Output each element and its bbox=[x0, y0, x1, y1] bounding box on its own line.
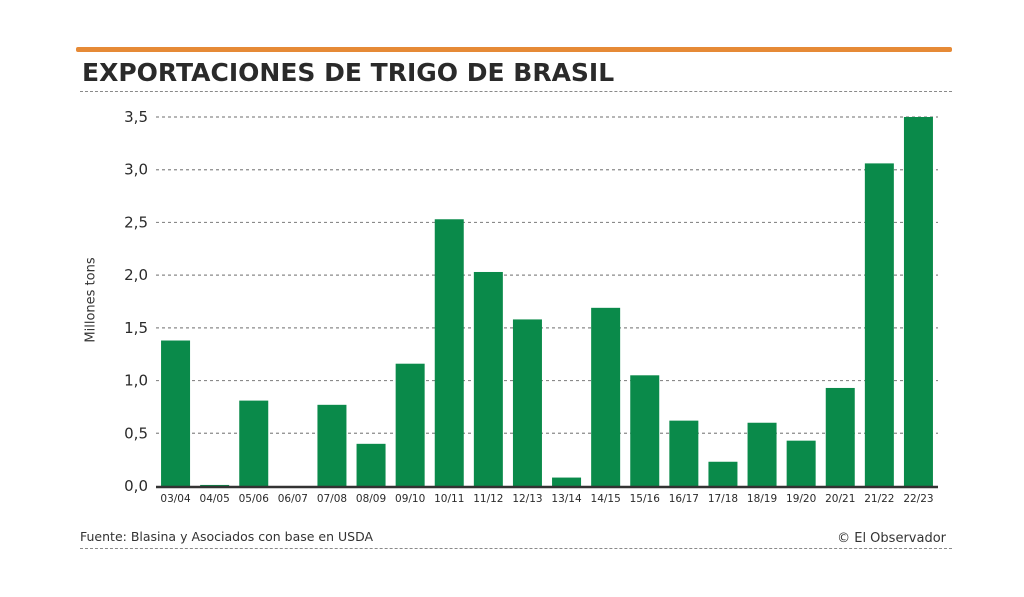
gridlines bbox=[156, 116, 938, 434]
y-tick-labels: 0,0 0,5 1,0 1,5 2,0 2,5 3,0 3,5 bbox=[124, 108, 148, 495]
bar-16-17 bbox=[669, 420, 699, 486]
x-tick-label: 20/21 bbox=[825, 493, 855, 505]
title-divider bbox=[80, 91, 952, 92]
bar-05-06 bbox=[239, 400, 269, 486]
bar-04-05 bbox=[200, 484, 230, 486]
bar-15-16 bbox=[630, 375, 660, 486]
x-tick-label: 17/18 bbox=[708, 493, 738, 505]
y-tick-label: 3,5 bbox=[124, 108, 148, 126]
bar-19-20 bbox=[786, 440, 816, 486]
accent-top-bar bbox=[76, 47, 952, 52]
x-tick-label: 05/06 bbox=[239, 493, 270, 505]
bar-14-15 bbox=[591, 307, 621, 486]
bar-21-22 bbox=[864, 163, 894, 487]
y-tick-label: 1,5 bbox=[124, 319, 148, 337]
x-tick-label: 21/22 bbox=[864, 493, 894, 505]
bar-13-14 bbox=[552, 477, 582, 486]
bars bbox=[156, 117, 938, 489]
bar-11-12 bbox=[473, 271, 503, 486]
y-tick-label: 3,0 bbox=[124, 161, 148, 179]
x-tick-labels: 03/04 04/05 05/06 06/07 07/08 08/09 09/10 10/11… bbox=[160, 493, 933, 505]
x-tick-label: 08/09 bbox=[356, 493, 386, 505]
x-tick-label: 06/07 bbox=[278, 493, 308, 505]
footer-divider bbox=[80, 548, 952, 549]
x-tick-label: 18/19 bbox=[747, 493, 777, 505]
x-tick-label: 15/16 bbox=[630, 493, 661, 505]
x-tick-label: 16/17 bbox=[669, 493, 699, 505]
credit-note: © El Observador bbox=[837, 531, 946, 546]
bar-09-10 bbox=[395, 363, 425, 486]
bar-08-09 bbox=[356, 443, 386, 486]
chart-title: EXPORTACIONES DE TRIGO DE BRASIL bbox=[82, 58, 615, 87]
x-tick-label: 19/20 bbox=[786, 493, 816, 505]
x-tick-label: 11/12 bbox=[473, 493, 503, 505]
x-tick-label: 10/11 bbox=[434, 493, 464, 505]
x-tick-label: 14/15 bbox=[591, 493, 621, 505]
bar-07-08 bbox=[317, 404, 347, 486]
bar-17-18 bbox=[708, 461, 738, 486]
bar-20-21 bbox=[825, 387, 855, 486]
x-tick-label: 04/05 bbox=[200, 493, 230, 505]
y-tick-label: 2,5 bbox=[124, 213, 148, 231]
y-tick-label: 0,0 bbox=[124, 477, 148, 495]
y-tick-label: 0,5 bbox=[124, 424, 148, 442]
bar-22-23 bbox=[903, 117, 933, 486]
bar-12-13 bbox=[512, 319, 542, 486]
bar-10-11 bbox=[434, 219, 464, 486]
x-tick-label: 09/10 bbox=[395, 493, 425, 505]
x-tick-label: 07/08 bbox=[317, 493, 347, 505]
x-tick-label: 03/04 bbox=[160, 493, 191, 505]
bar-03-04 bbox=[161, 340, 191, 486]
x-tick-label: 22/23 bbox=[903, 493, 933, 505]
y-tick-label: 2,0 bbox=[124, 266, 148, 284]
y-tick-label: 1,0 bbox=[124, 372, 148, 390]
source-note: Fuente: Blasina y Asociados con base en … bbox=[80, 529, 374, 544]
bar-18-19 bbox=[747, 422, 777, 486]
x-tick-label: 13/14 bbox=[551, 493, 582, 505]
x-tick-label: 12/13 bbox=[512, 493, 542, 505]
